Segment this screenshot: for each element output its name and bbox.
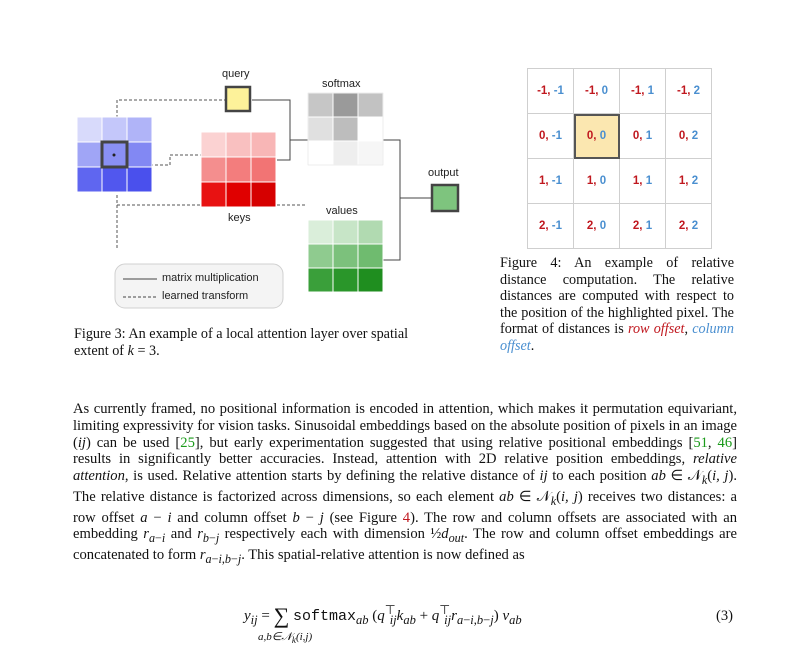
column-offset-label: column offset <box>500 321 734 354</box>
values-grid <box>307 219 384 293</box>
legend-box <box>114 263 284 309</box>
figure-3-caption: Figure 3: An example of a local attentio… <box>74 326 409 359</box>
output-box <box>430 183 460 213</box>
softmax-label: softmax <box>322 78 361 90</box>
legend-dashed-label: learned transform <box>162 290 249 302</box>
output-label: output <box>428 167 459 179</box>
relative-distance-grid: -1, -1 -1, 0 -1, 1 -1, 2 0, -1 0, 0 0, 1 0, 2 1,… <box>527 68 712 249</box>
grid-cell: 1, 0 <box>573 158 620 204</box>
figure-3-diagram <box>76 85 460 309</box>
grid-cell: -1, -1 <box>527 68 574 114</box>
figure-4-caption-main: Figure 4: An example of relative distanc… <box>500 255 734 337</box>
grid-cell: 2, -1 <box>527 203 574 249</box>
grid-cell: -1, 2 <box>665 68 712 114</box>
grid-cell: 0, 0 <box>573 113 620 159</box>
highlighted-pixel <box>100 140 129 169</box>
caption-end: . <box>530 337 535 354</box>
grid-cell: 1, -1 <box>527 158 574 204</box>
values-label: values <box>326 205 358 217</box>
equation-number: (3) <box>716 608 734 624</box>
body-paragraph: As currently framed, no positional infor… <box>73 401 737 566</box>
equation-3: yij = ∑ softmaxab (q⊤ijkab + q⊤ijra−i,b−… <box>244 603 522 628</box>
figure-4-caption: Figure 4: An example of relative distanc… <box>500 255 734 354</box>
grid-row: 1, -1 1, 0 1, 1 1, 2 <box>527 158 712 204</box>
equation-sum-subscript: a,b∈𝒩k(i,j) <box>258 631 313 646</box>
grid-cell: -1, 1 <box>619 68 666 114</box>
grid-row: 0, -1 0, 0 0, 1 0, 2 <box>527 113 712 159</box>
query-box <box>224 85 252 113</box>
grid-cell: 0, -1 <box>527 113 574 159</box>
caption-sep: , <box>684 321 693 337</box>
grid-cell: -1, 0 <box>573 68 620 114</box>
keys-grid <box>200 131 277 208</box>
softmax-grid <box>307 92 384 166</box>
query-label: query <box>222 68 250 80</box>
legend-solid-label: matrix multiplication <box>162 272 259 284</box>
grid-cell: 2, 1 <box>619 203 666 249</box>
grid-cell: 1, 1 <box>619 158 666 204</box>
grid-cell: 2, 2 <box>665 203 712 249</box>
grid-cell: 1, 2 <box>665 158 712 204</box>
keys-label: keys <box>228 212 251 224</box>
row-offset-label: row offset <box>627 321 685 337</box>
grid-cell: 0, 2 <box>665 113 712 159</box>
grid-row: 2, -1 2, 0 2, 1 2, 2 <box>527 203 712 249</box>
grid-cell: 2, 0 <box>573 203 620 249</box>
input-grid <box>76 116 153 193</box>
grid-cell: 0, 1 <box>619 113 666 159</box>
grid-row: -1, -1 -1, 0 -1, 1 -1, 2 <box>527 68 712 114</box>
